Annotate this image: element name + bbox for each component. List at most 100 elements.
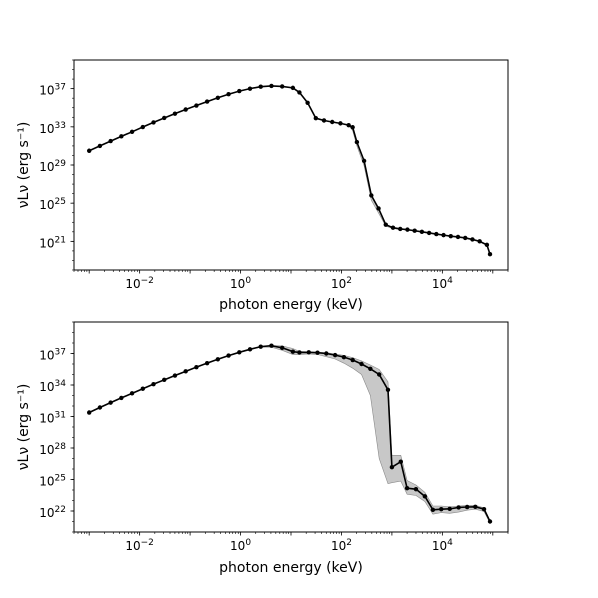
data-point bbox=[447, 506, 452, 512]
data-point bbox=[119, 395, 124, 401]
y-tick-label: 1028 bbox=[39, 442, 66, 457]
y-tick-label: 1029 bbox=[39, 159, 66, 174]
data-point bbox=[470, 237, 475, 242]
data-point bbox=[321, 118, 327, 123]
data-point bbox=[346, 122, 351, 128]
data-point bbox=[398, 226, 403, 232]
data-point bbox=[376, 206, 381, 211]
data-point bbox=[162, 377, 167, 383]
data-point bbox=[448, 233, 453, 239]
y-axis-label: νLν (erg s⁻¹) bbox=[16, 384, 32, 471]
data-point bbox=[487, 252, 493, 257]
data-point bbox=[258, 84, 263, 89]
data-point bbox=[350, 125, 355, 130]
data-point bbox=[215, 95, 221, 100]
series-line bbox=[88, 344, 491, 522]
data-point bbox=[481, 506, 487, 512]
data-point bbox=[313, 116, 319, 121]
data-point bbox=[369, 193, 374, 198]
x-axis-ticks: 10−2 100 102 104 bbox=[73, 270, 509, 291]
data-point bbox=[487, 519, 493, 524]
data-point bbox=[140, 124, 145, 130]
data-line bbox=[88, 344, 491, 522]
data-point bbox=[477, 239, 482, 244]
data-point bbox=[413, 486, 419, 492]
data-point bbox=[341, 354, 347, 360]
y-tick-label: 1033 bbox=[39, 121, 66, 136]
uncertainty-band bbox=[89, 85, 491, 255]
data-point bbox=[426, 230, 432, 236]
data-point bbox=[315, 350, 320, 355]
data-point bbox=[456, 505, 461, 510]
data-point bbox=[151, 381, 156, 387]
plot-frame bbox=[73, 59, 509, 271]
data-point bbox=[354, 139, 360, 145]
x-axis-label: photon energy (keV) bbox=[219, 297, 363, 313]
data-point bbox=[297, 90, 302, 95]
data-point bbox=[162, 115, 167, 121]
x-tick-label: 10−2 bbox=[125, 538, 154, 553]
x-tick-label: 104 bbox=[432, 538, 453, 553]
data-point bbox=[324, 351, 329, 356]
data-point bbox=[279, 345, 285, 350]
chart-top: 10−2 100 102 104 1021 1025 1029 1033 1037 photo… bbox=[16, 59, 509, 313]
data-point bbox=[338, 121, 343, 126]
data-point bbox=[350, 357, 355, 363]
data-point bbox=[305, 100, 310, 105]
data-point bbox=[383, 222, 388, 227]
data-point bbox=[390, 225, 396, 230]
data-point bbox=[297, 350, 302, 355]
data-point bbox=[473, 504, 478, 510]
data-point bbox=[463, 235, 468, 241]
data-point bbox=[441, 232, 446, 238]
data-point bbox=[430, 507, 436, 512]
x-tick-label: 104 bbox=[432, 276, 453, 291]
data-point bbox=[129, 391, 135, 396]
data-point bbox=[172, 111, 178, 116]
y-tick-label: 1025 bbox=[39, 474, 66, 489]
data-line bbox=[88, 85, 491, 255]
data-point bbox=[108, 138, 113, 144]
data-point bbox=[226, 353, 231, 358]
data-point bbox=[359, 361, 364, 367]
data-point bbox=[361, 158, 367, 164]
x-tick-label: 102 bbox=[331, 538, 352, 553]
data-point bbox=[119, 134, 124, 139]
y-tick-label: 1034 bbox=[39, 379, 66, 394]
data-point bbox=[269, 343, 274, 348]
x-tick-label: 100 bbox=[230, 538, 251, 553]
data-point bbox=[332, 352, 338, 358]
band-area bbox=[89, 345, 491, 524]
data-point bbox=[97, 405, 103, 410]
y-tick-label: 1022 bbox=[39, 505, 66, 520]
data-point bbox=[151, 120, 156, 125]
data-point bbox=[405, 227, 410, 232]
x-axis-label: photon energy (keV) bbox=[219, 560, 363, 576]
data-point bbox=[183, 369, 188, 374]
data-point bbox=[108, 400, 113, 405]
data-point bbox=[237, 88, 242, 94]
y-axis-ticks: 1022 1025 1028 1031 1034 1037 bbox=[39, 321, 74, 533]
data-point bbox=[377, 372, 382, 377]
series-line bbox=[88, 85, 491, 255]
data-point bbox=[290, 349, 296, 354]
data-point bbox=[269, 83, 274, 89]
data-point bbox=[237, 350, 242, 355]
data-point bbox=[183, 107, 188, 112]
x-tick-label: 10−2 bbox=[125, 276, 154, 291]
y-tick-label: 1025 bbox=[39, 197, 66, 212]
data-point bbox=[439, 506, 444, 512]
uncertainty-band bbox=[89, 345, 491, 524]
data-point bbox=[129, 129, 135, 135]
data-point bbox=[419, 229, 425, 235]
data-point bbox=[464, 504, 470, 510]
series-markers bbox=[86, 343, 493, 524]
data-point bbox=[86, 410, 92, 415]
x-tick-label: 102 bbox=[331, 276, 352, 291]
data-point bbox=[215, 357, 221, 362]
data-point bbox=[306, 350, 311, 355]
x-axis-ticks: 10−2 100 102 104 bbox=[73, 532, 509, 553]
data-point bbox=[204, 99, 210, 104]
data-point bbox=[434, 231, 439, 237]
